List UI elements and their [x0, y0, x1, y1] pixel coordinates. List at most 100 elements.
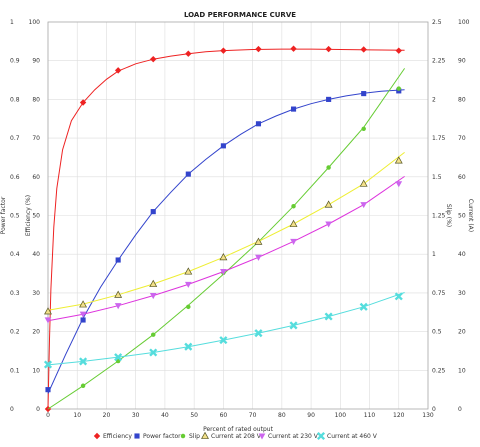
left-y-tick-label: 30: [32, 290, 40, 297]
slip-marker: [186, 304, 191, 310]
efficiency-marker: [255, 45, 262, 53]
left-y-tick-label: 0.1: [10, 367, 20, 374]
efficiency-marker: [185, 50, 192, 57]
current-at-460-v-marker: [114, 353, 123, 362]
x-tick-label: 110: [364, 412, 376, 419]
current-at-460-v-marker-stroke: [254, 329, 263, 338]
right-y-tick-label: 30: [458, 290, 466, 297]
chart-grid: [47, 21, 429, 410]
plot-frame: [47, 21, 429, 410]
right-y-tick-label: 0.5: [432, 329, 442, 336]
current-at-208-v-marker: [394, 156, 403, 164]
current-at-208-v-marker: [44, 307, 52, 315]
right-axis-title: Current (A): [467, 199, 474, 232]
slip-marker: [80, 383, 86, 389]
efficiency-marker: [220, 47, 227, 54]
current-at-230-v-marker: [184, 281, 192, 288]
left-y-tick-label: 10: [32, 367, 40, 374]
right-y-tick-label: 2: [432, 96, 436, 103]
right-y-tick-label: 80: [458, 96, 466, 103]
right-y-tick-label: 0.75: [432, 290, 446, 297]
chart-legend: Efficiency Power factor Slip Current at 208…: [93, 431, 378, 441]
right-y-tick-label: 10: [458, 367, 466, 374]
left-axis-title: Efficiency (%): [25, 195, 32, 236]
current-at-460-v-marker: [219, 336, 228, 345]
power-factor-marker: [255, 121, 262, 127]
current-at-460-v-marker-stroke: [289, 321, 298, 330]
chart-axes: 0 10 20 30 40 50 60 70 80 90 100 110 120 13000.10.20.…: [0, 19, 474, 419]
right-y-tick-label: 70: [458, 135, 466, 142]
slip-marker: [326, 165, 331, 170]
current-at-460-v-marker: [149, 348, 158, 357]
current-at-460-v-marker: [289, 321, 298, 330]
left-y-tick-label: 70: [32, 135, 40, 142]
legend-item-current-at-208-v: Current at 208 V: [201, 431, 262, 440]
left-y-tick-label: 0.2: [10, 329, 20, 336]
efficiency-marker: [150, 55, 157, 63]
left-y-tick-label: 0.3: [10, 290, 20, 297]
x-tick-label: 100: [335, 412, 347, 419]
x-tick-label: 40: [161, 412, 169, 419]
left-y-tick-label: 50: [32, 213, 40, 220]
current-at-208-v-marker: [324, 200, 333, 208]
left-y-tick-label: 0: [36, 406, 40, 413]
right-y-tick-label: 0: [432, 406, 436, 413]
right-y-tick-label: 40: [458, 251, 466, 258]
legend-marker-power-factor: [134, 433, 140, 439]
current-at-460-v-marker-stroke: [43, 360, 53, 369]
current-at-230-v-marker: [220, 269, 227, 276]
right-y-tick-label: 0.25: [432, 367, 446, 374]
current-at-230-v-marker: [114, 303, 122, 310]
legend-item-current-at-230-v: Current at 230 V: [258, 433, 319, 440]
right-y-tick-label: 60: [458, 174, 466, 181]
efficiency-marker: [79, 99, 87, 106]
slip-marker: [150, 332, 156, 337]
current-at-460-v-marker: [254, 329, 263, 338]
power-factor-marker: [290, 106, 297, 112]
x-tick-label: 70: [249, 412, 257, 419]
current-at-208-v-marker: [114, 290, 123, 298]
efficiency-curve: [47, 48, 405, 410]
power-factor-marker: [361, 91, 367, 97]
legend-item-slip: Slip: [180, 433, 200, 440]
left-y-tick-label: 0.6: [10, 174, 20, 181]
current-at-460-v-marker-stroke: [79, 357, 88, 366]
current-at-460-v-marker-stroke: [114, 353, 123, 362]
current-at-460-v-curve: [47, 292, 405, 366]
current-at-230-v-marker: [44, 317, 52, 324]
current-at-208-v-marker: [79, 300, 88, 308]
efficiency-marker: [290, 45, 297, 52]
left-y-tick-label: 0: [10, 406, 14, 413]
current-at-208-v-marker: [219, 253, 228, 261]
right-y-tick-label: 0: [458, 406, 462, 413]
x-tick-label: 50: [190, 412, 198, 419]
x-axis-title: Percent of rated output: [203, 426, 274, 433]
current-at-208-v-marker: [184, 267, 193, 275]
legend-label-efficiency: Efficiency: [103, 433, 132, 440]
power-factor-marker: [220, 143, 226, 149]
power-factor-curve: [47, 89, 405, 394]
legend-marker-current-at-230-v: [258, 433, 266, 440]
right-axis-title: Slip (%): [445, 204, 452, 227]
x-tick-label: 20: [103, 412, 111, 419]
right-y-tick-label: 2.5: [432, 19, 442, 26]
current-at-460-v-marker: [394, 292, 403, 301]
legend-marker-current-at-460-v: [316, 431, 326, 441]
efficiency-marker: [395, 47, 402, 54]
current-at-460-v-marker-stroke: [359, 302, 368, 311]
left-y-tick-label: 90: [32, 58, 40, 65]
right-y-tick-label: 50: [458, 213, 466, 220]
x-tick-label: 120: [393, 412, 405, 419]
slip-marker: [291, 203, 296, 209]
left-y-tick-label: 100: [29, 19, 41, 26]
right-y-tick-label: 100: [458, 19, 470, 26]
left-y-tick-label: 1: [10, 19, 14, 26]
current-at-230-v-marker: [79, 311, 87, 318]
x-tick-label: 60: [220, 412, 228, 419]
legend-label-current-at-208-v: Current at 208 V: [211, 433, 262, 440]
left-y-tick-label: 0.9: [10, 58, 20, 65]
left-y-tick-label: 80: [32, 96, 40, 103]
left-y-tick-label: 60: [32, 174, 40, 181]
legend-label-current-at-230-v: Current at 230 V: [268, 433, 319, 440]
current-at-460-v-marker: [79, 357, 88, 366]
